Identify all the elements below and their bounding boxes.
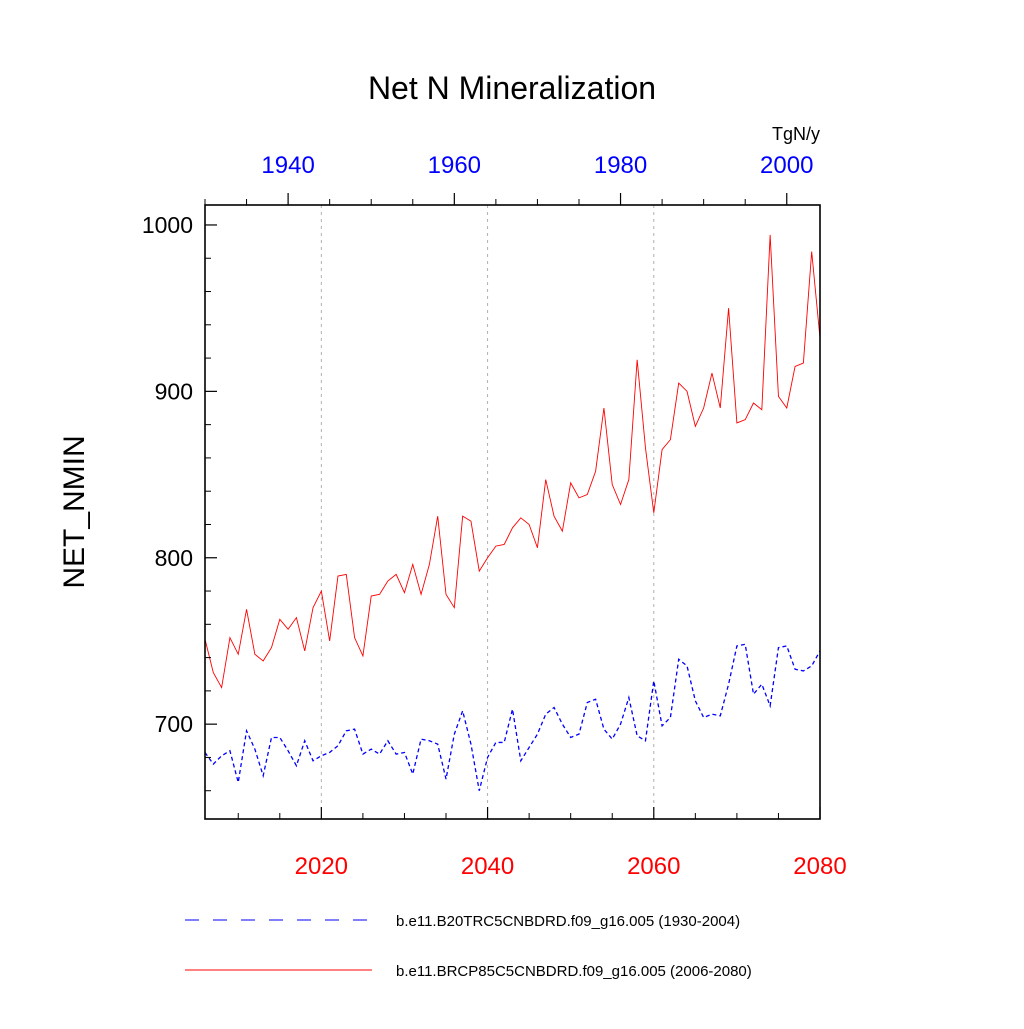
chart-title: Net N Mineralization	[368, 70, 656, 106]
y-tick-label-800: 800	[155, 545, 193, 571]
y-tick-label-1000: 1000	[142, 212, 193, 238]
legend: b.e11.B20TRC5CNBDRD.f09_g16.005 (1930-20…	[185, 913, 752, 980]
x-bottom-tick-label-2060: 2060	[627, 853, 680, 880]
series-line-2	[204, 234, 821, 689]
x-bottom-tick-label-2080: 2080	[793, 853, 846, 880]
legend-label-2: b.e11.BRCP85C5CNBDRD.f09_g16.005 (2006-2…	[396, 963, 752, 980]
x-top-tick-label-1960: 1960	[428, 152, 481, 179]
x-bottom-tick-label-2020: 2020	[295, 853, 348, 880]
x-top-tick-label-2000: 2000	[760, 152, 813, 179]
plot-frame	[204, 204, 821, 820]
x-top-tick-label-1980: 1980	[594, 152, 647, 179]
x-top-tick-label-1940: 1940	[261, 152, 314, 179]
y-axis-label: NET_NMIN	[58, 435, 91, 588]
units-label: TgN/y	[772, 124, 820, 144]
legend-label-1: b.e11.B20TRC5CNBDRD.f09_g16.005 (1930-20…	[396, 913, 740, 930]
y-tick-label-700: 700	[155, 711, 193, 737]
series-group	[204, 234, 821, 791]
series-line-1	[204, 643, 821, 791]
y-tick-label-900: 900	[155, 378, 193, 404]
gridlines	[320, 205, 655, 819]
axes: 700 800 900 1000 2020 2040 2060 2080 1940 1960 198…	[142, 152, 847, 880]
x-bottom-tick-label-2040: 2040	[461, 853, 514, 880]
